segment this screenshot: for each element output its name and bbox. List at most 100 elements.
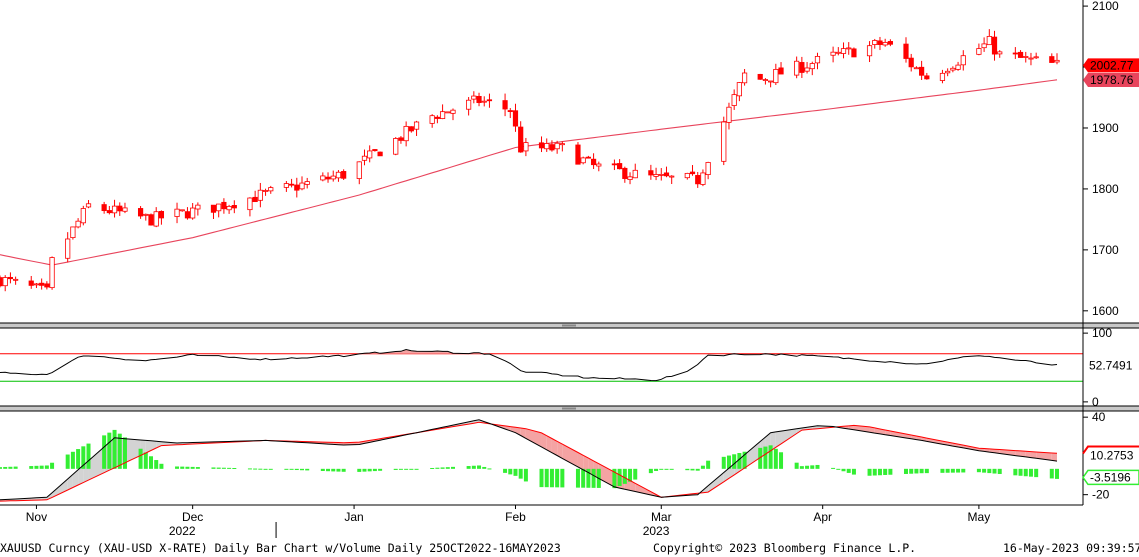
macd-signal-fill: [577, 452, 584, 470]
candle-body: [408, 126, 414, 132]
macd-histogram-bar: [76, 449, 81, 469]
candle-body: [768, 80, 774, 83]
price-tick-label: 1700: [1092, 243, 1119, 257]
macd-line: [0, 419, 1058, 501]
candle-body: [13, 278, 19, 281]
macd-histogram-bar: [372, 468, 377, 472]
macd-histogram-bar: [435, 467, 440, 469]
macd-histogram-bar: [34, 465, 39, 469]
macd-histogram-bar: [393, 468, 398, 470]
macd-tag-outline: [1082, 445, 1139, 455]
macd-histogram-bar: [70, 451, 75, 469]
candle-body: [466, 99, 472, 110]
macd-histogram-bar: [669, 468, 674, 470]
moving-average-line: [0, 79, 1058, 266]
month-label: Dec: [182, 510, 203, 524]
macd-histogram-bar: [253, 468, 258, 470]
macd-histogram-bar: [940, 468, 945, 473]
macd-histogram-bar: [112, 429, 117, 469]
rsi-line: [0, 348, 1058, 382]
candle-body: [939, 72, 946, 81]
candle-body: [622, 167, 628, 179]
macd-histogram-bar: [831, 467, 836, 469]
macd-histogram-bar: [700, 465, 705, 469]
macd-histogram-bar: [39, 465, 44, 469]
macd-histogram-bar: [560, 468, 565, 488]
time-axis: Nov Dec Jan Feb Mar Apr May 2022 2023: [0, 0, 1139, 538]
macd-histogram-bar: [445, 467, 450, 469]
candle-body: [268, 187, 274, 192]
candle-body: [320, 175, 326, 181]
year-label: 2022: [169, 524, 196, 538]
macd-signal-fill: [744, 441, 761, 468]
macd-histogram-bar: [763, 446, 768, 469]
histogram-last-value: -3.5196: [1090, 470, 1131, 484]
footer-bar: XAUUSD Curncy (XAU-USD X-RATE) Daily Bar…: [0, 539, 1139, 557]
macd-signal-fill: [505, 425, 511, 431]
candle-body: [137, 208, 144, 217]
candle-body: [39, 282, 45, 286]
macd-signal-fill: [515, 427, 521, 436]
macd-histogram-bar: [258, 468, 263, 470]
macd-histogram-bar: [919, 468, 924, 474]
candle-body: [924, 75, 930, 80]
macd-signal-fill: [1020, 450, 1026, 457]
macd-signal-fill: [1036, 451, 1052, 461]
candle-body: [866, 45, 873, 57]
candle-body: [221, 201, 227, 210]
candle-body: [809, 63, 815, 70]
macd-histogram-bar: [841, 468, 846, 472]
macd-histogram-bar: [539, 468, 544, 488]
macd-signal-fill: [72, 469, 79, 488]
macd-histogram-bar: [836, 468, 841, 470]
candle-body: [367, 150, 373, 159]
macd-histogram-bar: [122, 437, 127, 469]
month-label: Apr: [813, 510, 832, 524]
candle-body: [252, 196, 258, 203]
macd-histogram-bar: [737, 453, 742, 469]
candle-body: [580, 157, 586, 164]
ticker-description: XAUUSD Curncy (XAU-USD X-RATE) Daily Bar…: [0, 541, 561, 555]
macd-signal-fill: [630, 480, 636, 492]
panel-resize-handle[interactable]: [562, 324, 576, 327]
macd-signal-fill: [145, 440, 151, 453]
macd-histogram-bar: [320, 468, 325, 472]
candle-body: [49, 257, 55, 289]
price-tick-label: 1900: [1092, 121, 1119, 135]
candle-body: [184, 211, 191, 219]
macd-histogram-bar: [247, 468, 252, 470]
candle-body: [986, 35, 992, 46]
panel-resize-handle[interactable]: [562, 407, 576, 410]
candle-body: [361, 155, 368, 161]
candle-body: [7, 276, 14, 280]
macd-histogram-bar: [773, 448, 778, 469]
macd-histogram-bar: [732, 454, 737, 469]
macd-signal-fill: [562, 444, 578, 467]
last-price-tag-text: 2002.77: [1090, 58, 1134, 72]
candle-body: [689, 171, 696, 175]
macd-histogram-bar: [13, 466, 18, 469]
macd-histogram-bar: [44, 465, 49, 469]
candle-body: [778, 67, 784, 75]
macd-histogram-bar: [65, 454, 70, 469]
candle-body: [476, 95, 482, 103]
price-tick-label: 2100: [1092, 0, 1119, 13]
macd-histogram-bar: [190, 466, 195, 469]
rsi-tick-label: 0: [1092, 395, 1099, 409]
candle-body: [304, 181, 310, 185]
candle-body: [393, 138, 399, 155]
macd-histogram-bar: [398, 468, 403, 470]
candle-body: [736, 82, 742, 97]
macd-histogram-bar: [8, 466, 13, 469]
candle-body: [75, 220, 81, 228]
macd-signal-fill: [156, 441, 162, 449]
candle-body: [585, 156, 591, 159]
macd-signal-fill: [557, 441, 563, 459]
month-label: May: [968, 510, 991, 524]
macd-histogram-bar: [768, 445, 773, 469]
macd-histogram-bar: [997, 468, 1002, 474]
macd-signal-fill: [879, 428, 886, 435]
candle-body: [669, 175, 675, 178]
candle-body: [887, 41, 893, 45]
macd-signal-fill: [890, 430, 906, 438]
